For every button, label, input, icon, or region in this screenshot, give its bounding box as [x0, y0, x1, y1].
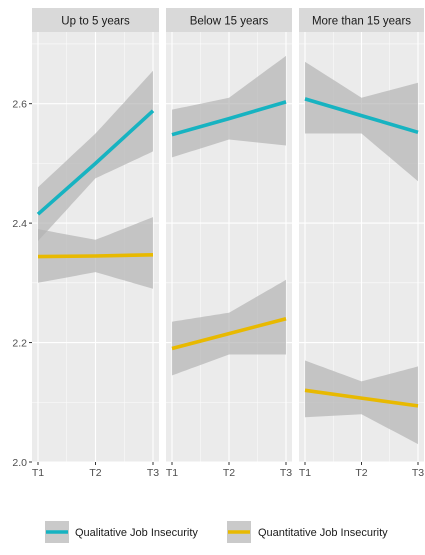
x-tick-label: T1	[32, 467, 44, 479]
series-line-qualitative	[36, 109, 155, 216]
confidence-band-qualitative	[172, 55, 286, 158]
facet-title: Up to 5 years	[61, 16, 130, 28]
y-tick-label: 2.2	[12, 337, 27, 349]
y-tick-label: 2.6	[12, 98, 27, 110]
legend-label: Quantitative Job Insecurity	[258, 527, 388, 539]
series-line-quantitative	[171, 316, 287, 351]
confidence-band-qualitative	[38, 70, 153, 241]
x-tick-label: T3	[280, 467, 292, 479]
x-tick-label: T2	[223, 467, 235, 479]
series-line-quantitative	[37, 253, 154, 259]
series-line-qualitative	[304, 97, 419, 135]
x-tick-label: T3	[147, 467, 159, 479]
x-tick-label: T1	[166, 467, 178, 479]
confidence-band-quantitative	[305, 360, 418, 445]
y-tick-label: 2.4	[12, 218, 27, 230]
x-tick-label: T2	[89, 467, 101, 479]
facet-title: More than 15 years	[312, 16, 411, 28]
facet-title: Below 15 years	[190, 16, 269, 28]
x-tick-label: T1	[299, 467, 311, 479]
confidence-band-quantitative	[38, 217, 153, 289]
facet-strip	[166, 8, 292, 32]
confidence-band-qualitative	[305, 61, 418, 182]
series-line-qualitative	[171, 100, 287, 137]
legend-label: Qualitative Job Insecurity	[75, 527, 198, 539]
x-tick-label: T2	[355, 467, 367, 479]
series-line-quantitative	[304, 388, 419, 408]
facet-strip	[32, 8, 159, 32]
confidence-band-quantitative	[172, 279, 286, 376]
x-tick-label: T3	[412, 467, 424, 479]
facet-strip	[299, 8, 424, 32]
y-tick-label: 2.0	[12, 457, 27, 469]
